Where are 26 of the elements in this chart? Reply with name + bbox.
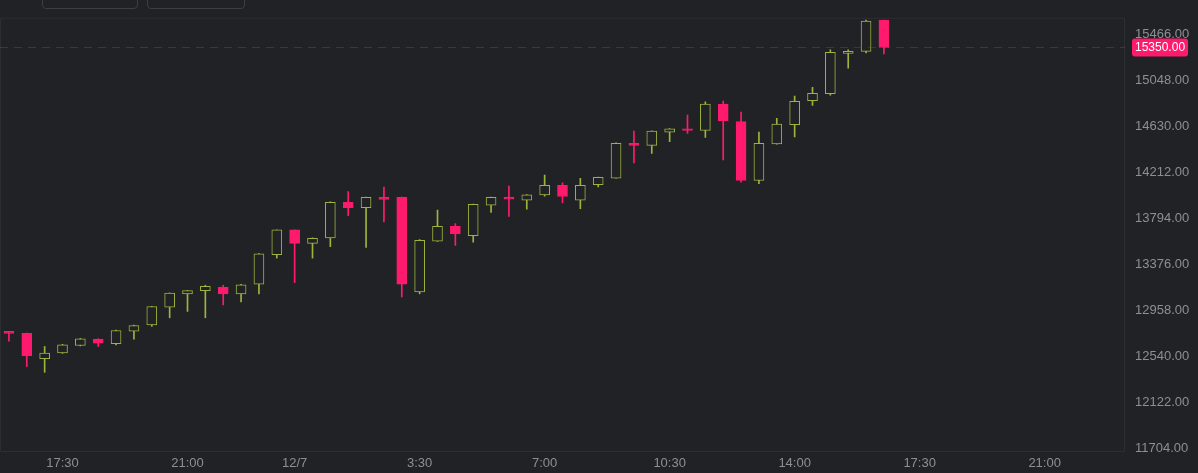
x-tick-label: 12/7 [281, 455, 308, 471]
candlestick [503, 185, 515, 217]
candlestick [628, 130, 640, 164]
ref-line-label: 15350.00 [1135, 39, 1186, 54]
y-tick-label: 12540.00 [1135, 347, 1190, 363]
y-tick-label: 12958.00 [1135, 302, 1190, 317]
x-tick-label: 14:00 [778, 455, 811, 471]
x-tick-label: 17:30 [46, 455, 79, 471]
y-tick-label: 12122.00 [1135, 393, 1190, 409]
y-tick-label: 13376.00 [1135, 256, 1190, 272]
candlestick [342, 191, 354, 216]
y-tick-label: 15466.00 [1135, 26, 1190, 42]
candlestick [842, 49, 854, 69]
y-tick-label: 15048.00 [1135, 72, 1190, 88]
x-tick-label: 3:30 [406, 455, 433, 471]
candlestick [378, 186, 390, 223]
x-tick-label: 21:00 [1028, 455, 1061, 471]
y-tick-label: 13794.00 [1135, 210, 1190, 226]
x-tick-label: 10:30 [653, 455, 686, 471]
x-tick-label: 7:00 [531, 455, 558, 471]
x-tick-label: 17:30 [903, 455, 936, 471]
y-tick-label: 11704.00 [1135, 439, 1189, 455]
y-tick-label: 14212.00 [1135, 164, 1190, 180]
x-tick-label: 21:00 [171, 455, 204, 471]
candlestick [360, 196, 372, 248]
y-tick-label: 14630.00 [1135, 118, 1190, 134]
